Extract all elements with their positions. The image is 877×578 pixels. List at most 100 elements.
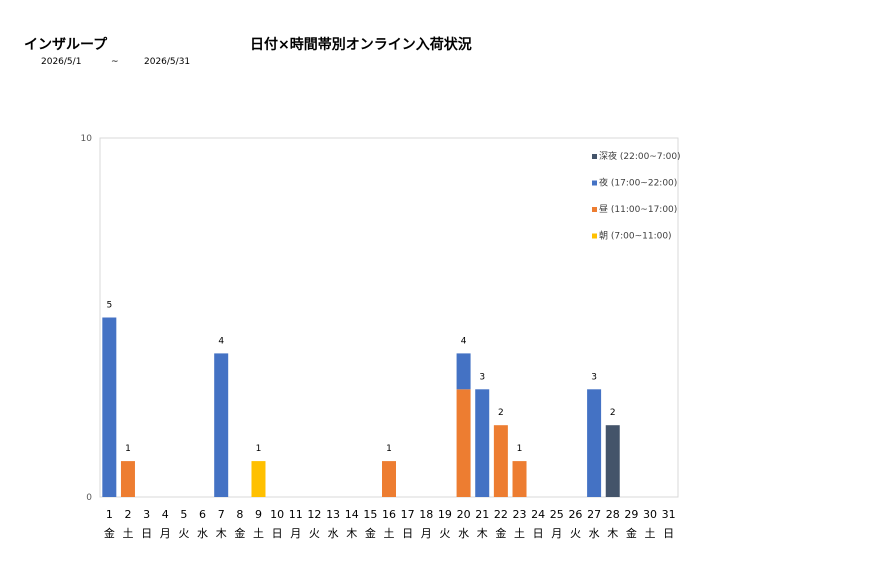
x-tick-label: 15 bbox=[363, 508, 377, 521]
x-weekday-label: 土 bbox=[122, 527, 133, 540]
bar-segment bbox=[214, 353, 229, 497]
legend-label: 朝 (7:00~11:00) bbox=[599, 231, 672, 242]
x-weekday-label: 水 bbox=[589, 527, 600, 540]
x-weekday-label: 月 bbox=[551, 527, 562, 540]
x-tick-label: 20 bbox=[457, 508, 471, 521]
x-weekday-label: 水 bbox=[197, 527, 208, 540]
x-tick-label: 11 bbox=[289, 508, 303, 521]
x-tick-label: 31 bbox=[662, 508, 676, 521]
x-tick-label: 14 bbox=[345, 508, 359, 521]
x-weekday-label: 木 bbox=[607, 527, 618, 540]
x-tick-label: 17 bbox=[401, 508, 415, 521]
bar-segment bbox=[251, 461, 266, 497]
x-weekday-label: 金 bbox=[495, 526, 506, 540]
bar-segment bbox=[456, 353, 471, 390]
data-label: 1 bbox=[517, 444, 523, 454]
bar-segment bbox=[456, 389, 471, 497]
x-weekday-label: 火 bbox=[570, 527, 581, 540]
bar-segment bbox=[382, 461, 396, 497]
x-tick-label: 27 bbox=[587, 508, 601, 521]
data-label: 3 bbox=[479, 372, 485, 382]
legend-swatch bbox=[592, 154, 597, 159]
legend-swatch bbox=[592, 180, 597, 186]
legend-label: 昼 (11:00~17:00) bbox=[599, 204, 677, 215]
data-label: 4 bbox=[218, 336, 224, 346]
bar-segment bbox=[102, 317, 117, 497]
x-weekday-label: 水 bbox=[328, 527, 339, 540]
y-tick-label: 10 bbox=[81, 134, 93, 144]
x-tick-label: 19 bbox=[438, 508, 452, 521]
x-tick-label: 13 bbox=[326, 508, 340, 521]
x-weekday-label: 月 bbox=[160, 527, 171, 540]
legend-swatch bbox=[592, 207, 597, 212]
data-label: 2 bbox=[498, 408, 504, 418]
x-tick-label: 28 bbox=[606, 508, 620, 521]
x-tick-label: 10 bbox=[270, 508, 284, 521]
date-to: 2026/5/31 bbox=[144, 57, 191, 67]
x-tick-label: 29 bbox=[624, 508, 638, 521]
x-weekday-label: 木 bbox=[346, 527, 357, 540]
data-label: 1 bbox=[256, 444, 262, 454]
x-tick-label: 4 bbox=[162, 508, 169, 521]
data-label: 2 bbox=[610, 408, 616, 418]
x-weekday-label: 火 bbox=[309, 527, 320, 540]
x-tick-label: 2 bbox=[124, 508, 131, 521]
x-weekday-label: 火 bbox=[178, 527, 189, 540]
data-label: 3 bbox=[591, 372, 597, 382]
x-weekday-label: 土 bbox=[514, 527, 525, 540]
x-tick-label: 16 bbox=[382, 508, 396, 521]
x-tick-label: 7 bbox=[218, 508, 225, 521]
date-from: 2026/5/1 bbox=[41, 57, 82, 67]
legend-label: 深夜 (22:00~7:00) bbox=[599, 150, 681, 162]
x-weekday-label: 木 bbox=[477, 527, 488, 540]
x-weekday-label: 金 bbox=[365, 526, 376, 540]
x-tick-label: 25 bbox=[550, 508, 564, 521]
x-tick-label: 8 bbox=[236, 508, 243, 521]
x-weekday-label: 水 bbox=[458, 527, 469, 540]
x-weekday-label: 土 bbox=[384, 527, 395, 540]
x-tick-label: 3 bbox=[143, 508, 150, 521]
x-weekday-label: 日 bbox=[663, 527, 674, 540]
bar-segment bbox=[587, 389, 602, 497]
x-weekday-label: 金 bbox=[234, 526, 245, 540]
x-weekday-label: 土 bbox=[253, 527, 264, 540]
data-label: 4 bbox=[461, 336, 467, 346]
x-tick-label: 22 bbox=[494, 508, 508, 521]
x-tick-label: 9 bbox=[255, 508, 262, 521]
x-weekday-label: 土 bbox=[645, 527, 656, 540]
report-title: 日付×時間帯別オンライン入荷状況 bbox=[250, 37, 472, 53]
x-weekday-label: 金 bbox=[104, 526, 115, 540]
x-tick-label: 24 bbox=[531, 508, 545, 521]
x-weekday-label: 金 bbox=[626, 526, 637, 540]
company-name: インザループ bbox=[24, 37, 108, 53]
bar-segment bbox=[512, 461, 527, 497]
bar-segment bbox=[493, 425, 508, 497]
x-tick-label: 18 bbox=[419, 508, 433, 521]
x-weekday-label: 日 bbox=[533, 527, 544, 540]
x-tick-label: 30 bbox=[643, 508, 657, 521]
x-tick-label: 6 bbox=[199, 508, 206, 521]
x-weekday-label: 日 bbox=[402, 527, 413, 540]
legend-swatch bbox=[592, 233, 597, 239]
date-separator: ~ bbox=[111, 57, 119, 67]
bar-segment bbox=[120, 461, 135, 497]
x-tick-label: 23 bbox=[513, 508, 527, 521]
x-tick-label: 1 bbox=[106, 508, 113, 521]
y-tick-label: 0 bbox=[86, 493, 92, 503]
x-weekday-label: 月 bbox=[421, 527, 432, 540]
x-weekday-label: 木 bbox=[216, 527, 227, 540]
x-tick-label: 12 bbox=[307, 508, 321, 521]
data-label: 1 bbox=[386, 444, 392, 454]
x-weekday-label: 日 bbox=[141, 527, 152, 540]
x-weekday-label: 日 bbox=[272, 527, 283, 540]
x-tick-label: 21 bbox=[475, 508, 489, 521]
x-weekday-label: 月 bbox=[290, 527, 301, 540]
bar-segment bbox=[475, 389, 490, 497]
data-label: 1 bbox=[125, 444, 131, 454]
x-tick-label: 26 bbox=[568, 508, 582, 521]
bar-segment bbox=[605, 425, 620, 497]
data-label: 5 bbox=[106, 301, 112, 311]
x-tick-label: 5 bbox=[180, 508, 187, 521]
legend-label: 夜 (17:00~22:00) bbox=[599, 177, 677, 189]
